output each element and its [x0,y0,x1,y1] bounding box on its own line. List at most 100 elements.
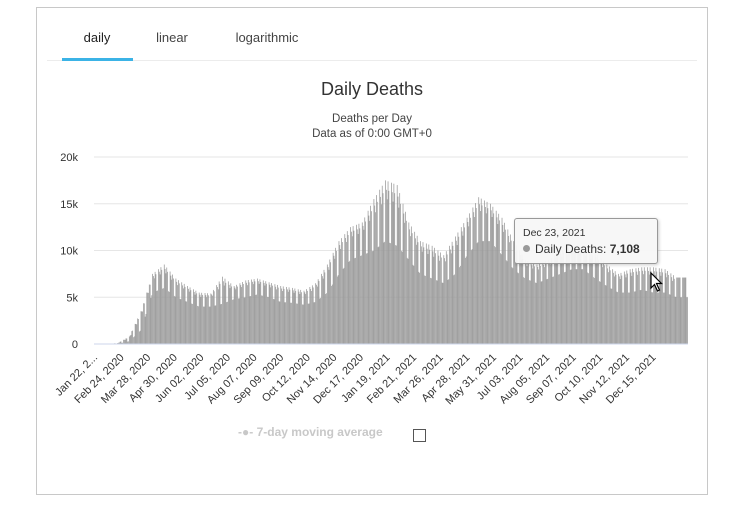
bar [658,292,659,344]
bar [557,255,559,344]
bar [302,304,304,344]
bar [224,278,226,344]
bar [219,283,221,344]
bar [392,201,394,344]
bar [531,265,533,344]
bar [538,269,539,344]
bar [480,211,481,344]
moving-average-checkbox[interactable] [413,429,426,442]
bar [142,311,143,344]
bar [144,316,146,344]
bar [577,247,579,344]
bar [242,282,243,344]
bar [209,306,211,344]
bar [200,296,202,344]
bar [153,278,155,344]
bar [569,269,571,344]
bar [161,269,163,344]
bar [125,338,127,344]
bar [663,292,665,344]
bar [296,303,297,344]
bar [516,250,518,344]
bar [225,282,227,344]
bar [308,303,310,344]
bar [123,339,125,344]
tab-logarithmic[interactable]: logarithmic [227,30,307,45]
bar [482,241,484,344]
bar [165,273,167,344]
bar [188,291,190,344]
bar [684,277,686,344]
bar [632,268,634,344]
bar [456,245,458,344]
bar [324,272,326,344]
bar [669,294,671,344]
bar [282,291,283,344]
bar [454,274,455,344]
mouse-pointer-icon [650,272,663,292]
bar [226,302,228,344]
bar [543,264,544,344]
y-tick-label: 0 [72,339,78,351]
bar [253,279,255,344]
bar [361,255,362,344]
bar [257,278,258,344]
tab-linear[interactable]: linear [147,30,197,45]
bar [361,222,363,344]
bar [233,286,235,344]
bar [585,249,587,344]
bar [685,277,687,344]
bar [600,258,602,344]
bar [549,262,550,344]
bar [495,210,497,344]
bar [440,257,442,344]
bar [202,294,203,344]
bar [616,291,618,344]
bar [173,295,175,344]
bar [541,281,543,344]
bar [334,258,336,344]
bar [420,246,422,344]
bar [179,298,181,344]
bar [212,295,213,344]
bar [218,281,220,344]
bar [223,285,225,344]
bar [313,302,315,344]
bar [642,270,643,344]
bar [603,261,604,344]
legend-moving-average[interactable]: -●- 7-day moving average [238,425,383,439]
bar [380,196,381,344]
bar [391,182,392,344]
y-axis-ticks: 0 5k 10k 15k 20k [60,152,78,351]
bar [672,280,673,344]
bar [661,268,663,344]
bar [130,334,132,344]
bar [193,289,194,344]
bar [387,181,389,344]
bar [174,296,176,344]
active-tab-indicator [62,58,133,61]
bar [491,216,493,344]
bar [379,189,381,344]
bar [539,265,541,344]
bar [258,283,260,344]
bar [687,297,688,344]
tab-daily[interactable]: daily [62,30,133,61]
bar [160,267,162,344]
bar [322,278,324,344]
bar [458,236,460,344]
bar [129,335,131,344]
bar [441,282,443,344]
bar [422,242,424,344]
bar [403,213,405,344]
bar [176,281,178,344]
bar [485,206,486,344]
bar [521,254,523,344]
bar [185,301,187,344]
bar [662,272,663,344]
bar [349,260,351,344]
bar [602,267,604,344]
bar [304,292,306,344]
